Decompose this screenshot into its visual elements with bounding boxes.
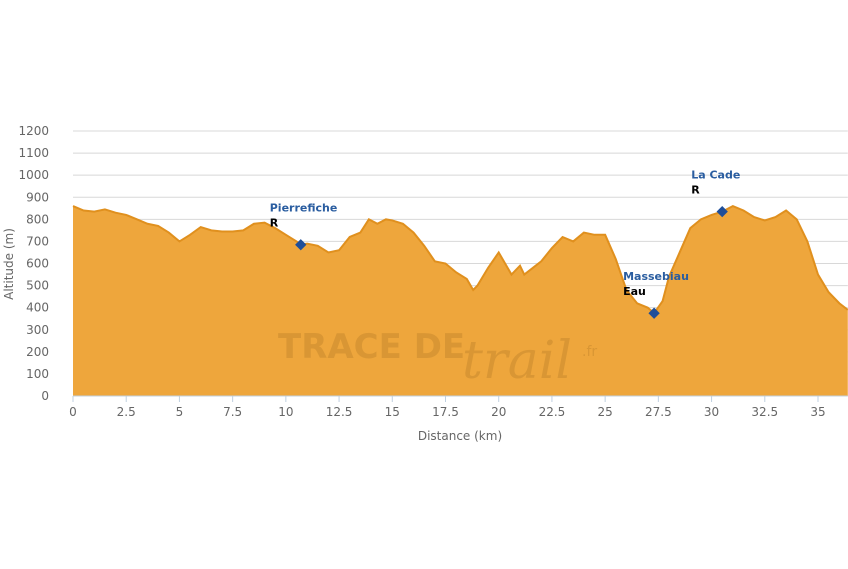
x-tick-label: 0 (69, 405, 77, 419)
watermark: .fr (582, 344, 597, 360)
y-tick-label: 700 (26, 234, 49, 248)
y-tick-label: 0 (41, 389, 49, 403)
y-tick-label: 100 (26, 367, 49, 381)
y-tick-label: 1200 (18, 124, 49, 138)
x-tick-label: 35 (810, 405, 825, 419)
y-tick-label: 300 (26, 323, 49, 337)
x-tick-label: 5 (176, 405, 184, 419)
y-tick-label: 600 (26, 257, 49, 271)
waypoint-marker (648, 307, 660, 319)
x-tick-label: 25 (598, 405, 613, 419)
y-tick-label: 400 (26, 301, 49, 315)
x-tick-label: 22.5 (539, 405, 566, 419)
x-tick-label: 27.5 (645, 405, 672, 419)
x-tick-label: 2.5 (117, 405, 136, 419)
waypoint-marker (295, 239, 307, 251)
x-axis-title: Distance (km) (418, 429, 502, 443)
waypoint-name: La Cade (691, 169, 740, 182)
waypoint-name: Pierrefiche (270, 202, 338, 215)
y-tick-label: 900 (26, 190, 49, 204)
y-tick-label: 1000 (18, 168, 49, 182)
x-tick-label: 7.5 (223, 405, 242, 419)
waypoint-name: Massebiau (623, 270, 689, 283)
waypoint-note: Eau (623, 285, 646, 298)
y-axis-title: Altitude (m) (2, 228, 16, 300)
x-tick-label: 32.5 (751, 405, 778, 419)
x-tick-label: 10 (278, 405, 293, 419)
x-tick-label: 15 (385, 405, 400, 419)
y-tick-label: 500 (26, 279, 49, 293)
elevation-line (72, 204, 848, 315)
watermark: trail (462, 331, 572, 391)
y-tick-label: 1100 (18, 146, 49, 160)
waypoint-marker (716, 205, 728, 218)
x-tick-label: 12.5 (326, 405, 353, 419)
y-tick-label: 200 (26, 345, 49, 359)
elevation-area (73, 206, 848, 396)
waypoint-note: R (691, 184, 700, 197)
x-tick-label: 17.5 (432, 405, 459, 419)
y-tick-label: 800 (26, 212, 49, 226)
waypoint-note: R (270, 217, 279, 230)
x-tick-label: 30 (704, 405, 719, 419)
watermark: TRACE DE (278, 327, 465, 367)
x-tick-label: 20 (491, 405, 506, 419)
